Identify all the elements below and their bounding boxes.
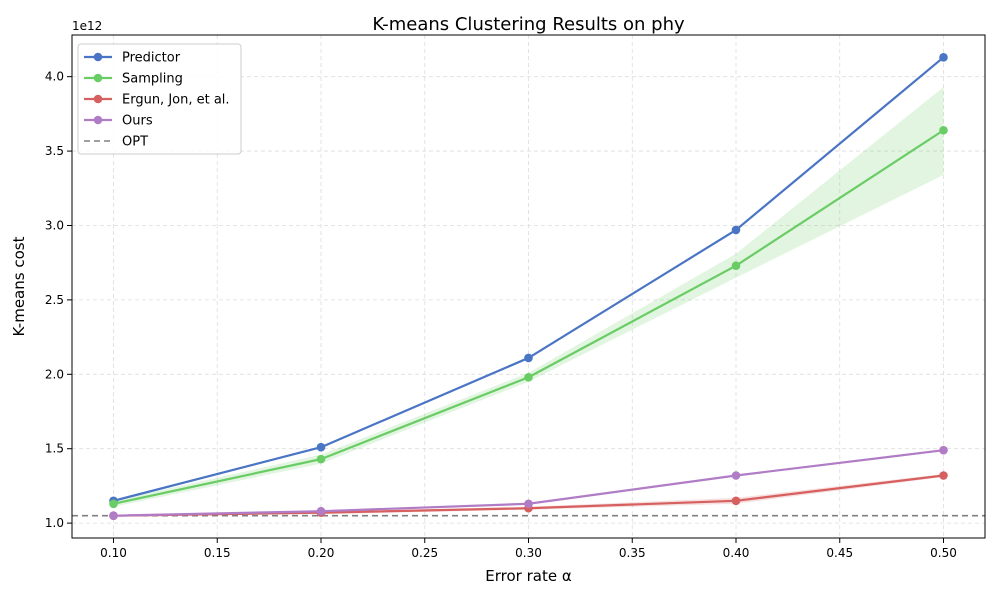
legend-marker	[93, 73, 103, 83]
legend-label: Ours	[122, 114, 153, 129]
data-point	[731, 496, 741, 506]
legend-label: OPT	[122, 135, 148, 150]
legend-label: Sampling	[122, 72, 183, 87]
chart-title: K-means Clustering Results on phy	[372, 14, 685, 35]
x-tick-label: 0.25	[411, 546, 438, 560]
y-axis-label: K-means cost	[10, 236, 28, 336]
data-point	[316, 454, 326, 464]
legend-label: Ergun, Jon, et al.	[122, 93, 230, 108]
data-point	[109, 499, 118, 509]
legend-marker	[93, 115, 103, 125]
x-tick-label: 0.15	[204, 546, 231, 560]
data-point	[316, 506, 326, 516]
series-predictor	[109, 53, 948, 506]
y-tick-label: 4.0	[45, 70, 64, 84]
data-point	[731, 225, 741, 235]
data-point	[939, 445, 948, 455]
legend-item: OPT	[84, 135, 148, 150]
y-tick-label: 1.0	[45, 516, 64, 530]
y-tick-label: 3.5	[45, 144, 64, 158]
data-point	[731, 261, 741, 270]
legend-marker	[93, 94, 103, 104]
x-tick-label: 0.20	[308, 546, 335, 560]
legend-item: Sampling	[84, 72, 183, 87]
y-tick-label: 2.0	[45, 367, 64, 381]
legend-frame	[77, 43, 242, 155]
x-tick-label: 0.35	[619, 546, 646, 560]
y-tick-label: 3.0	[45, 218, 64, 232]
y-tick-label: 1.5	[45, 442, 64, 456]
x-tick-label: 0.40	[723, 546, 750, 560]
legend-label: Predictor	[122, 51, 181, 66]
data-point	[109, 511, 118, 520]
data-point	[939, 53, 948, 62]
data-point	[524, 499, 533, 509]
x-tick-label: 0.30	[515, 546, 542, 560]
data-point	[524, 372, 533, 382]
data-point	[731, 471, 741, 480]
data-point	[316, 442, 326, 452]
x-tick-label: 0.10	[100, 546, 127, 560]
legend-item: Ergun, Jon, et al.	[84, 93, 230, 108]
legend: Predictor Sampling Ergun, Jon, et al. Ours O…	[77, 43, 242, 155]
series-lines	[109, 53, 948, 520]
x-axis-label: Error rate α	[485, 567, 572, 585]
y-axis-ticks: 1.0 1.5 2.0 2.5 3.0 3.5 4.0	[45, 70, 72, 530]
x-axis-ticks: 0.10 0.15 0.20 0.25 0.30 0.35 0.40 0.45 0.50	[100, 538, 957, 560]
series-ours	[109, 445, 948, 520]
data-point	[939, 125, 948, 135]
data-point	[524, 353, 533, 363]
data-point	[939, 471, 948, 480]
series-sampling	[109, 125, 948, 509]
y-offset-label: 1e12	[72, 19, 102, 33]
legend-item: Predictor	[84, 51, 181, 66]
x-tick-label: 0.50	[930, 546, 957, 560]
y-tick-label: 2.5	[45, 293, 64, 307]
legend-item: Ours	[84, 114, 153, 129]
legend-marker	[93, 52, 103, 62]
x-tick-label: 0.45	[826, 546, 853, 560]
